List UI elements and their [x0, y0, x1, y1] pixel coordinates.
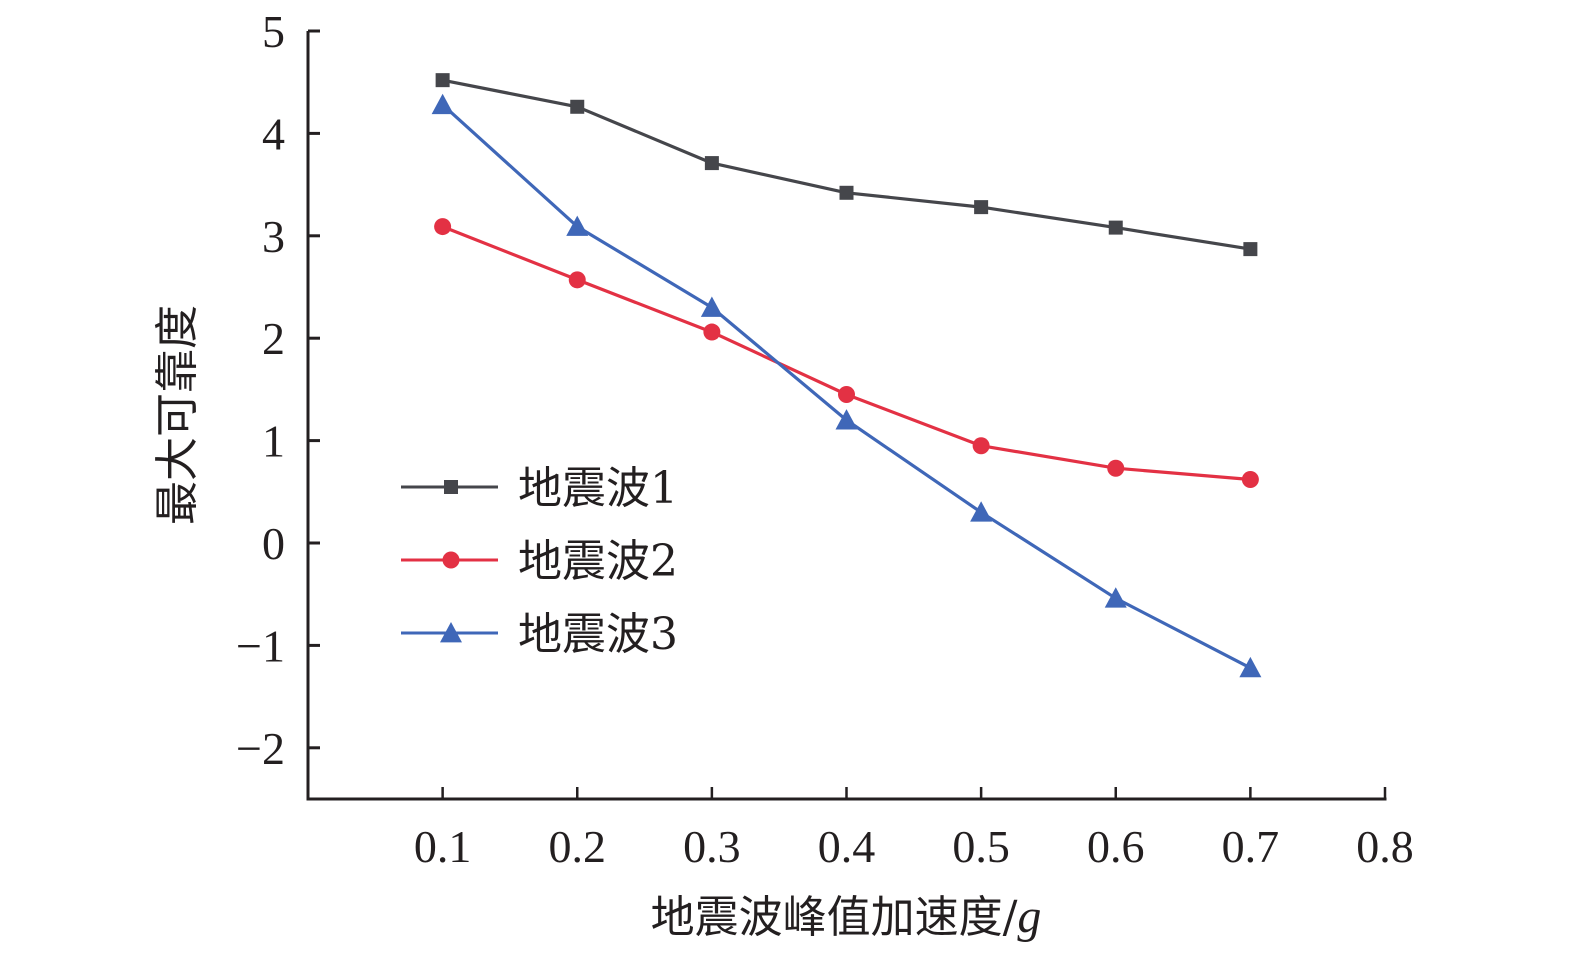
- x-tick-label: 0.5: [952, 821, 1010, 872]
- data-point: [839, 185, 854, 200]
- y-tick-label: 2: [262, 313, 285, 364]
- data-point: [1243, 242, 1258, 257]
- axes: 5 4 3 2 1 0 −1 −2 0.1 0.2 0.3 0.4 0.5 0.6 0.7 0.8: [236, 6, 1414, 872]
- legend-item: 地震波3: [401, 609, 678, 660]
- x-ticks: 0.1 0.2 0.3 0.4 0.5 0.6 0.7 0.8: [414, 787, 1414, 872]
- data-point: [435, 73, 450, 88]
- y-ticks: 5 4 3 2 1 0 −1 −2: [236, 6, 320, 774]
- legend-marker: [440, 622, 462, 643]
- legend-label: 地震波1: [518, 463, 678, 514]
- data-point: [835, 409, 858, 430]
- series-3: [431, 93, 1262, 678]
- x-tick-label: 0.4: [818, 821, 876, 872]
- series-2: [434, 218, 1259, 489]
- data-point: [1239, 656, 1262, 678]
- data-point: [568, 271, 586, 289]
- x-tick-label: 0.2: [549, 821, 607, 872]
- data-point: [566, 215, 589, 236]
- data-point: [838, 386, 855, 404]
- x-tick-label: 0.7: [1222, 821, 1280, 872]
- data-point: [974, 200, 989, 215]
- data-point: [1107, 459, 1125, 477]
- y-axis-title: 最大可靠度: [152, 305, 203, 525]
- x-axis-title-unit: g: [1017, 890, 1041, 943]
- y-tick-label: 1: [262, 416, 285, 467]
- y-tick-label: 5: [262, 6, 285, 57]
- x-tick-label: 0.3: [683, 821, 741, 872]
- legend-marker: [442, 551, 460, 569]
- series-line: [442, 78, 1251, 251]
- data-point: [431, 93, 454, 115]
- data-point: [570, 99, 585, 114]
- data-point: [704, 156, 719, 171]
- data-point: [1108, 220, 1123, 235]
- x-tick-label: 0.6: [1087, 821, 1145, 872]
- y-tick-label: 0: [262, 518, 285, 569]
- legend-label: 地震波2: [518, 536, 678, 587]
- data-point: [703, 323, 721, 341]
- y-tick-label: 3: [262, 211, 285, 262]
- legend-marker: [444, 480, 458, 494]
- data-point: [972, 437, 990, 455]
- y-tick-label: −2: [236, 723, 285, 774]
- y-tick-label: 4: [262, 108, 285, 159]
- series-layer: [431, 73, 1262, 678]
- x-axis-title-text: 地震波峰值加速度/: [651, 892, 1018, 943]
- y-tick-label: −1: [236, 620, 285, 671]
- legend: 地震波1 地震波2 地震波3: [401, 463, 678, 660]
- data-point: [970, 501, 993, 522]
- data-point: [1104, 587, 1127, 608]
- legend-item: 地震波1: [401, 463, 678, 514]
- legend-label: 地震波3: [518, 609, 678, 660]
- series-line: [442, 225, 1251, 482]
- data-point: [1241, 471, 1259, 489]
- x-tick-label: 0.8: [1356, 821, 1414, 872]
- x-axis-title: 地震波峰值加速度/g: [651, 890, 1042, 943]
- data-point: [434, 218, 452, 236]
- legend-item: 地震波2: [401, 536, 678, 587]
- series-1: [435, 73, 1258, 257]
- x-tick-label: 0.1: [414, 821, 472, 872]
- data-point: [700, 296, 723, 317]
